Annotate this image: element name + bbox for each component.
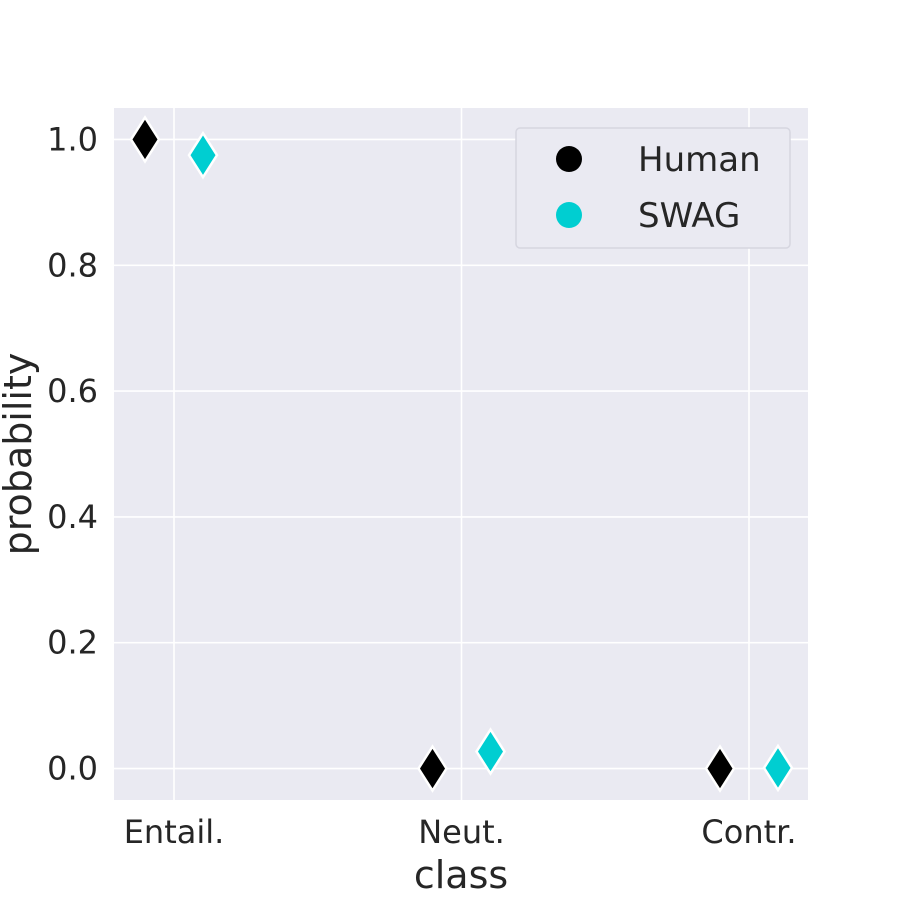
x-axis-label: class <box>414 853 508 897</box>
point-human-contr <box>704 744 736 793</box>
y-tick-label: 0.6 <box>47 372 98 410</box>
y-tick-labels: 0.0 0.2 0.4 0.6 0.8 1.0 <box>47 120 98 787</box>
x-tick-label: Contr. <box>701 813 796 851</box>
point-human-entail <box>129 115 161 164</box>
legend-marker-swag <box>556 202 582 228</box>
legend-marker-human <box>556 146 582 172</box>
legend-label-swag: SWAG <box>638 196 740 236</box>
y-tick-label: 0.4 <box>47 498 98 536</box>
x-tick-labels: Entail. Neut. Contr. <box>124 813 797 851</box>
point-human-neut <box>417 744 448 793</box>
legend: Human SWAG <box>515 127 791 249</box>
y-tick-label: 0.2 <box>47 624 98 662</box>
x-tick-label: Entail. <box>124 813 225 851</box>
legend-box <box>515 127 791 249</box>
y-tick-label: 0.0 <box>47 750 98 788</box>
y-tick-label: 0.8 <box>47 246 98 284</box>
point-swag-entail <box>187 130 219 180</box>
legend-label-human: Human <box>638 140 761 180</box>
data-marks <box>129 115 794 793</box>
y-axis-label: probability <box>0 353 40 556</box>
y-tick-label: 1.0 <box>47 120 98 158</box>
point-swag-neut <box>475 727 506 776</box>
point-swag-contr <box>762 743 794 793</box>
x-tick-label: Neut. <box>418 813 505 851</box>
